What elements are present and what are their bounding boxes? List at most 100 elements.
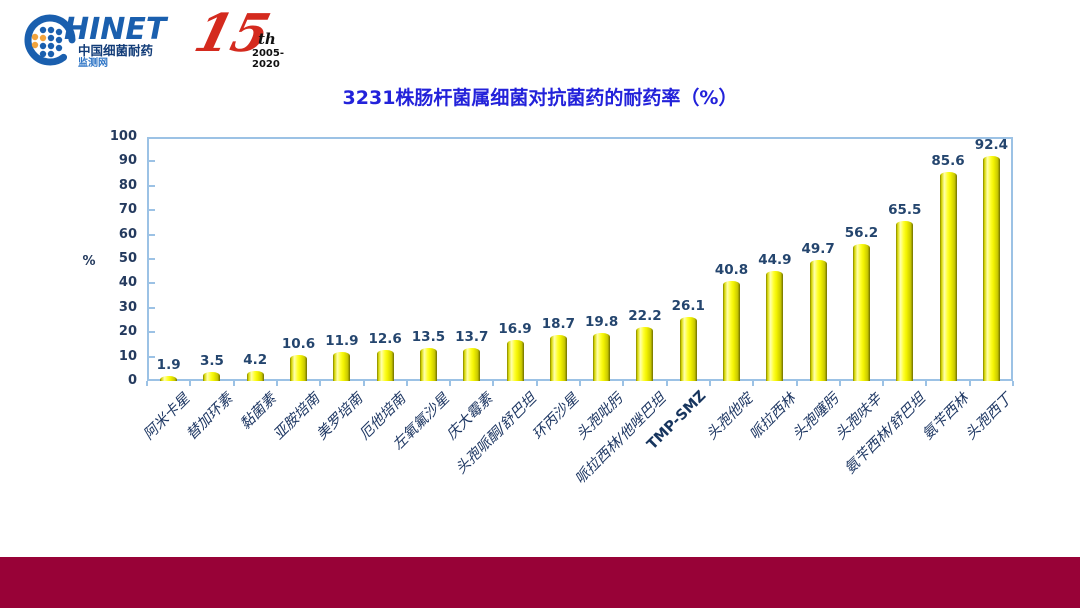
bar [982,155,1000,381]
anniversary-years: 2005-2020 [252,48,284,70]
y-tick-label: 90 [118,153,137,169]
x-axis-label: 亚胺培南 [270,390,323,444]
anniversary-logo: 15 th 2005-2020 [189,3,306,70]
bar-value-label: 3.5 [199,353,224,370]
x-tick-mark-icon [449,381,452,386]
x-axis-label: 头孢他啶 [703,390,756,444]
x-tick-mark-icon [189,381,192,386]
anniversary-suffix: th [258,30,276,48]
bar-value-label: 22.2 [628,307,662,324]
x-tick-mark-icon [405,381,408,386]
logo-subtitle: 中国细菌耐药 [78,43,154,58]
x-tick-mark-icon [968,381,971,386]
bar [723,281,741,381]
bar [463,347,481,381]
y-tick-label: 20 [118,324,137,340]
logo-brand-text: HINET [64,12,167,47]
y-tick-label: 40 [118,275,137,291]
bar [636,326,654,381]
x-tick-mark-icon [232,381,235,386]
y-tick-mark-icon [149,209,155,212]
y-tick-label: 0 [127,373,137,388]
x-tick-mark-icon [925,381,928,386]
y-tick-mark-icon [149,160,155,163]
x-tick-mark-icon [275,381,278,386]
bar-value-label: 13.5 [411,329,446,346]
x-tick-mark-icon [622,381,625,386]
bar-value-label: 4.2 [243,351,268,368]
bar [896,221,914,381]
x-tick-mark-icon [362,381,365,386]
bar [506,339,524,381]
x-tick-mark-icon [535,381,538,386]
y-tick-mark-icon [149,306,155,309]
logo-subtitle2: 监测网 [78,58,108,69]
bar-value-label: 11.9 [325,332,359,349]
y-tick-mark-icon [149,184,155,187]
x-tick-mark-icon [665,381,668,386]
y-tick-label: 30 [118,299,137,315]
x-axis-label: 环丙沙星 [530,390,583,444]
bar-value-label: 85.6 [931,153,965,170]
y-tick-label: 10 [118,348,137,364]
bar-value-label: 13.7 [455,328,489,345]
x-axis-label: 阿米卡星 [140,390,193,444]
chart-title: 3231株肠杆菌属细菌对抗菌药的耐药率（%） [342,87,738,109]
x-axis-label: 头孢噻肟 [789,390,843,444]
bar [160,376,178,381]
bar [809,259,827,381]
bar-value-label: 16.9 [498,320,532,337]
bar-value-label: 44.9 [758,252,792,269]
bar [766,271,784,381]
bar [679,317,697,381]
y-tick-mark-icon [149,355,155,358]
y-tick-label: 50 [118,251,137,266]
x-axis-label: 头孢西丁 [963,390,1016,444]
bar [852,243,870,381]
y-tick-mark-icon [149,233,155,236]
bar [419,348,437,381]
bar [376,350,394,381]
y-tick-label: 60 [118,226,137,242]
bar [246,370,264,381]
bar-value-label: 12.6 [368,331,402,348]
bar [939,172,957,381]
bar [203,372,221,381]
x-axis-label: 替加环素 [183,390,237,444]
bar-value-label: 10.6 [281,336,316,353]
x-tick-mark-icon [838,381,841,386]
y-tick-label: 70 [118,202,137,218]
bar-value-label: 26.1 [671,298,705,315]
bar-value-label: 65.5 [888,202,922,219]
x-axis-label: 美罗培南 [313,390,367,444]
bar-value-label: 92.4 [974,136,1008,153]
bar-value-label: 18.7 [541,316,575,333]
y-tick-label: 100 [109,129,137,144]
x-tick-mark-icon [579,381,581,386]
x-tick-mark-icon [708,381,711,386]
bar-value-label: 19.8 [584,313,619,330]
bar-value-label: 40.8 [714,262,749,279]
footer-bar [0,557,1080,608]
bar [593,332,611,381]
y-tick-label: 80 [118,177,137,193]
bar [333,351,351,381]
bar [290,355,308,381]
x-tick-mark-icon [492,381,495,386]
bar-value-label: 1.9 [156,357,181,374]
y-tick-mark-icon [149,282,155,285]
x-axis-label: 哌拉西林 [746,390,800,444]
bar [549,335,567,381]
x-tick-mark-icon [319,381,322,386]
bar-value-label: 49.7 [801,240,835,257]
bar-value-label: 56.2 [844,224,879,241]
plot-area [147,137,1013,381]
y-axis-title: % [82,254,96,269]
x-tick-mark-icon [882,381,885,386]
x-tick-mark-icon [1012,381,1014,386]
x-tick-mark-icon [795,381,798,386]
x-tick-mark-icon [146,381,148,386]
x-tick-mark-icon [752,381,755,386]
